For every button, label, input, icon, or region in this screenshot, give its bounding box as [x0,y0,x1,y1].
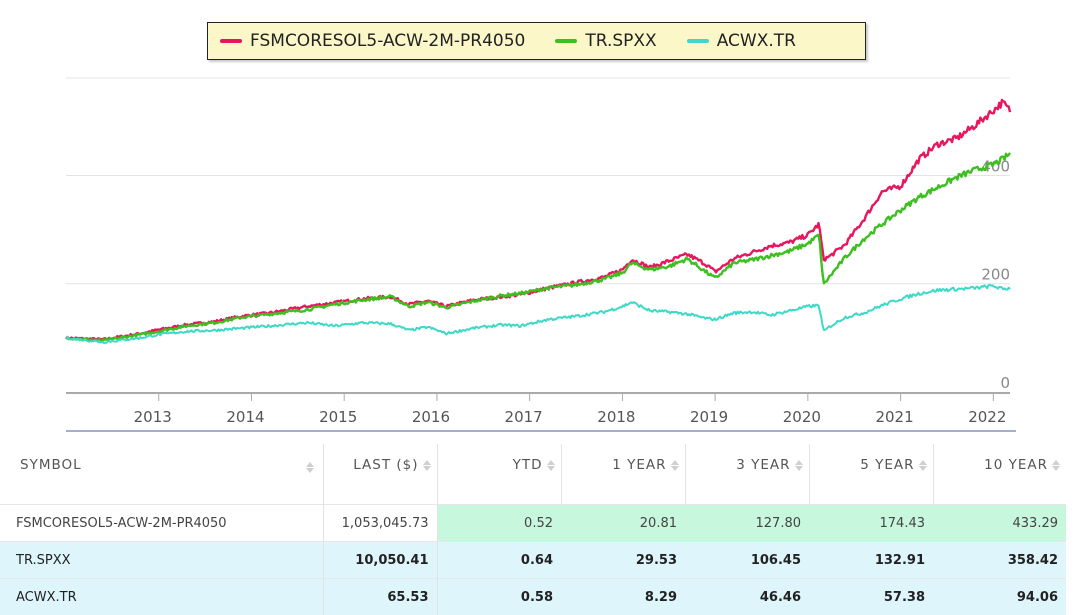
sort-icon[interactable] [305,461,314,474]
sort-icon[interactable] [670,459,679,472]
sort-icon[interactable] [918,459,927,472]
cell-3-year: 106.45 [685,541,809,579]
legend-swatch [555,39,578,43]
cell-last: 10,050.41 [323,541,438,579]
x-tick-label: 2022 [968,408,1006,426]
cell-last: 1,053,045.73 [323,504,438,542]
sort-icon[interactable] [1052,459,1060,472]
cell-5-year: 57.38 [809,578,933,615]
legend-label: FSMCORESOL5-ACW-2M-PR4050 [250,31,526,51]
chart-legend: FSMCORESOL5-ACW-2M-PR4050 TR.SPXX ACWX.T… [207,22,866,60]
y-tick-label: 400 [981,157,1010,175]
table-row[interactable]: FSMCORESOL5-ACW-2M-PR4050 1,053,045.73 0… [0,504,1066,542]
cell-symbol: FSMCORESOL5-ACW-2M-PR4050 [0,504,324,542]
cell-1-year: 8.29 [561,578,685,615]
sort-icon[interactable] [794,459,803,472]
cell-symbol: TR.SPXX [0,541,324,579]
x-tick-label: 2013 [134,408,172,426]
x-tick-label: 2021 [875,408,913,426]
cell-ytd: 0.64 [437,541,561,579]
legend-label: TR.SPXX [585,31,657,51]
x-tick-label: 2020 [783,408,821,426]
header-label: 1 YEAR [612,457,667,473]
cell-1-year: 20.81 [561,504,685,542]
sort-icon[interactable] [546,459,555,472]
cell-10-year: 433.29 [933,504,1066,542]
performance-table: SYMBOL LAST ($) YTD 1 YEAR 3 YEAR 5 YEAR… [0,444,1066,615]
table-spacer [0,486,1066,505]
cell-3-year: 127.80 [685,504,809,542]
performance-line-chart[interactable]: 0 200 400 2013 2014 2015 2016 2017 2018 2019 2020 2… [0,70,1080,440]
legend-item-tr-spxx[interactable]: TR.SPXX [555,31,657,51]
header-label: SYMBOL [20,456,82,473]
y-tick-label: 0 [1000,374,1010,392]
series-line [64,98,1012,342]
legend-label: ACWX.TR [716,31,796,51]
table-row[interactable]: TR.SPXX 10,050.41 0.64 29.53 106.45 132.… [0,541,1066,579]
header-label: 3 YEAR [736,457,791,473]
table-row[interactable]: ACWX.TR 65.53 0.58 8.29 46.46 57.38 94.0… [0,578,1066,615]
x-tick-label: 2016 [412,408,450,426]
column-header-last[interactable]: LAST ($) [323,444,438,486]
header-label: 10 YEAR [984,457,1048,473]
cell-10-year: 94.06 [933,578,1066,615]
column-header-1-year[interactable]: 1 YEAR [561,444,686,486]
cell-5-year: 132.91 [809,541,933,579]
cell-10-year: 358.42 [933,541,1066,579]
x-tick-label: 2018 [597,408,635,426]
cell-3-year: 46.46 [685,578,809,615]
column-header-3-year[interactable]: 3 YEAR [685,444,810,486]
cell-5-year: 174.43 [809,504,933,542]
sort-icon[interactable] [422,459,431,472]
cell-symbol: ACWX.TR [0,578,324,615]
column-header-ytd[interactable]: YTD [437,444,562,486]
legend-item-acwx-tr[interactable]: ACWX.TR [686,31,796,51]
legend-swatch [220,39,242,43]
header-label: YTD [512,457,543,473]
x-tick-label: 2019 [690,408,728,426]
header-label: 5 YEAR [860,457,915,473]
cell-ytd: 0.52 [437,504,561,542]
legend-item-fsmcoresol5[interactable]: FSMCORESOL5-ACW-2M-PR4050 [220,31,525,51]
header-label: LAST ($) [353,457,419,473]
series-line [65,283,1011,344]
cell-last: 65.53 [323,578,438,615]
x-tick-label: 2014 [226,408,264,426]
chart-svg: 0 200 400 2013 2014 2015 2016 2017 2018 2019 2020 2… [64,77,1016,432]
x-tick-label: 2015 [319,408,357,426]
cell-1-year: 29.53 [561,541,685,579]
column-header-10-year[interactable]: 10 YEAR [933,444,1066,486]
legend-swatch [686,39,709,43]
cell-ytd: 0.58 [437,578,561,615]
column-header-5-year[interactable]: 5 YEAR [809,444,934,486]
column-header-symbol[interactable]: SYMBOL [0,444,324,486]
x-tick-label: 2017 [505,408,543,426]
series-line [65,152,1012,342]
y-tick-label: 200 [981,266,1010,284]
